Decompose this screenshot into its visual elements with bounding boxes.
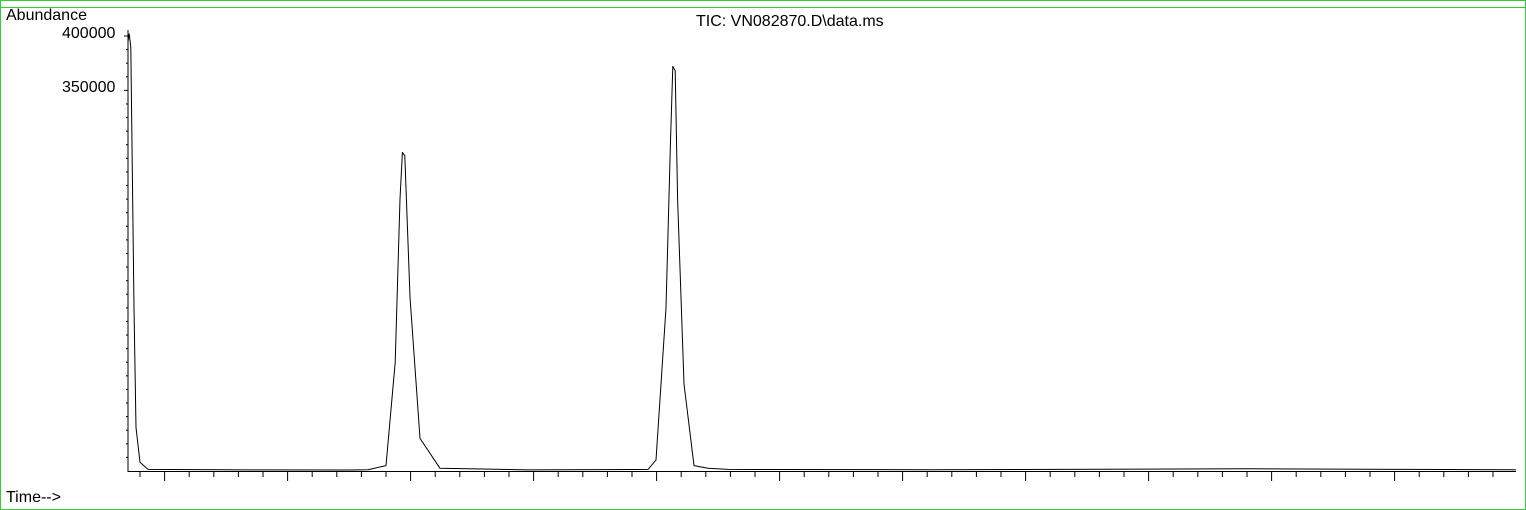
y-axis-ticks [124,35,128,458]
x-axis-title: Time--> [6,489,61,506]
y-tick-label-350000: 350000 [62,79,116,96]
y-tick-label-400000: 400000 [62,25,116,42]
y-axis-title: Abundance [6,7,87,24]
chart-title: TIC: VN082870.D\data.ms [696,13,884,30]
x-axis-ticks [139,471,1494,481]
tic-series-line [127,33,1517,471]
